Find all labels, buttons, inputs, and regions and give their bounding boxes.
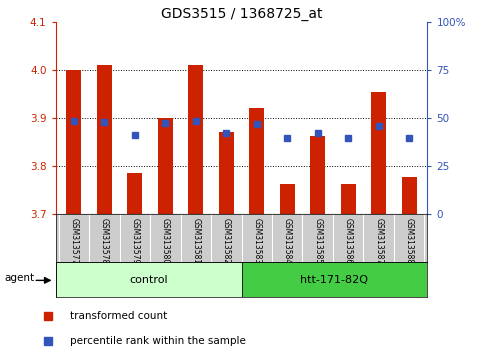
Bar: [341, 184, 356, 214]
Text: control: control: [129, 275, 168, 285]
Title: GDS3515 / 1368725_at: GDS3515 / 1368725_at: [161, 7, 322, 21]
Bar: [371, 92, 386, 214]
Text: agent: agent: [4, 273, 35, 283]
Text: GSM313586: GSM313586: [344, 218, 353, 264]
Text: GSM313584: GSM313584: [283, 218, 292, 264]
Bar: [127, 173, 142, 214]
Text: GSM313577: GSM313577: [70, 218, 78, 264]
Bar: [310, 136, 326, 214]
Text: htt-171-82Q: htt-171-82Q: [300, 275, 369, 285]
Text: GSM313580: GSM313580: [161, 218, 170, 264]
Bar: [66, 70, 82, 214]
Bar: [249, 108, 264, 214]
Bar: [56, 262, 242, 297]
Bar: [97, 65, 112, 214]
Text: GSM313588: GSM313588: [405, 218, 413, 264]
Text: GSM313585: GSM313585: [313, 218, 322, 264]
Bar: [242, 262, 427, 297]
Bar: [157, 118, 173, 214]
Bar: [280, 184, 295, 214]
Text: GSM313583: GSM313583: [252, 218, 261, 264]
Bar: [219, 132, 234, 214]
Bar: [401, 177, 417, 214]
Bar: [188, 65, 203, 214]
Text: GSM313581: GSM313581: [191, 218, 200, 264]
Text: GSM313578: GSM313578: [100, 218, 109, 264]
Text: GSM313582: GSM313582: [222, 218, 231, 264]
Text: percentile rank within the sample: percentile rank within the sample: [70, 336, 246, 346]
Text: GSM313587: GSM313587: [374, 218, 383, 264]
Text: GSM313579: GSM313579: [130, 218, 139, 264]
Text: transformed count: transformed count: [70, 311, 167, 321]
